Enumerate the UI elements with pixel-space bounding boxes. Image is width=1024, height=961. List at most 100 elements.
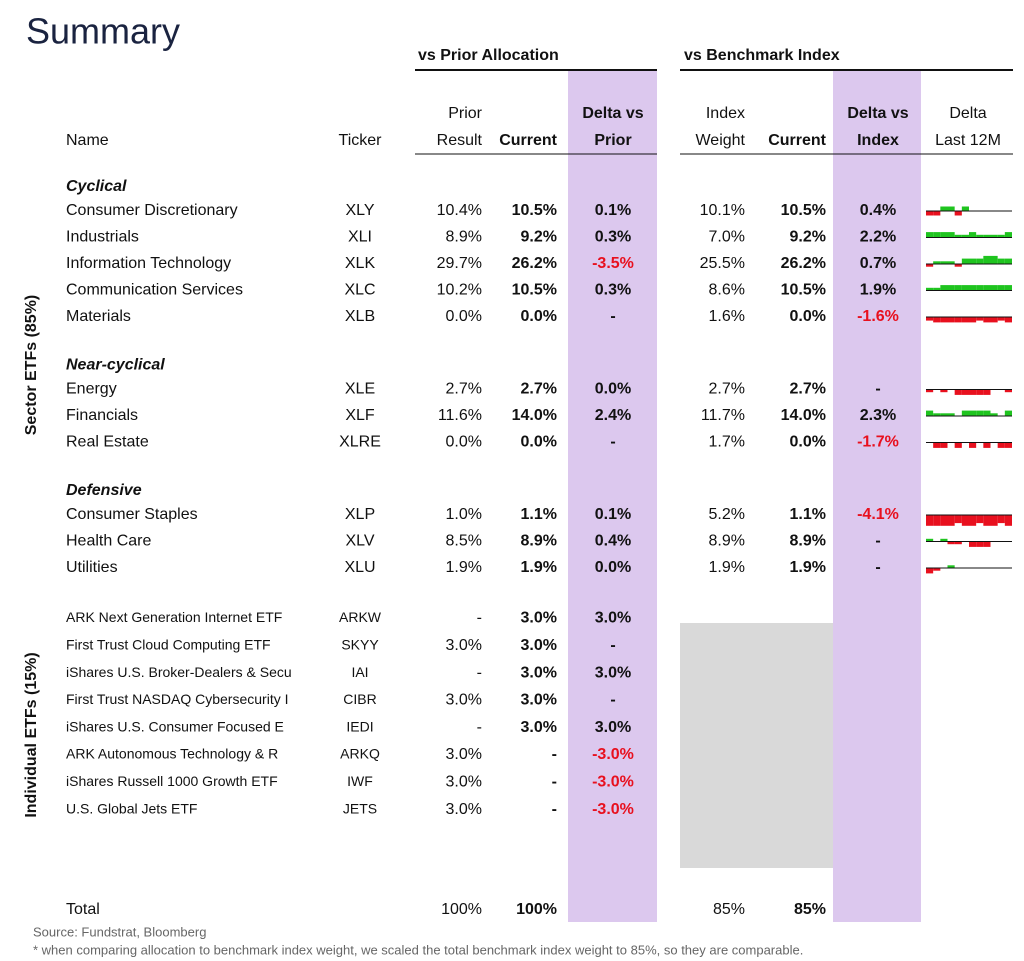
prior: - <box>477 719 482 736</box>
spark-bar <box>933 211 941 216</box>
spark-bar <box>976 389 984 395</box>
spark-bar <box>1004 389 1012 393</box>
spark-bar <box>940 317 948 323</box>
spark-bar <box>940 538 948 542</box>
delta-prior: -3.5% <box>592 255 634 272</box>
spark-bar <box>926 389 934 393</box>
spark-bar <box>1004 285 1012 291</box>
delta-index: 2.3% <box>860 407 896 424</box>
index-current: 1.1% <box>790 506 826 523</box>
spark-bar <box>961 389 969 395</box>
current: 14.0% <box>512 407 557 424</box>
spark-bar <box>940 206 948 211</box>
spark-bar <box>1004 515 1012 526</box>
name: Consumer Staples <box>66 506 198 523</box>
prior: - <box>477 610 482 627</box>
name: iShares U.S. Consumer Focused E <box>66 718 284 734</box>
delta-prior: - <box>610 692 615 709</box>
index-current: 14.0% <box>781 407 826 424</box>
group-header: vs Prior Allocation <box>418 47 559 64</box>
spark-bar <box>983 541 991 547</box>
delta-prior: 0.4% <box>595 533 631 550</box>
prior: 0.0% <box>446 308 482 325</box>
prior: 100% <box>441 901 482 918</box>
prior: 1.9% <box>446 559 482 576</box>
name: Consumer Discretionary <box>66 202 238 219</box>
spark-bar <box>997 258 1005 264</box>
spark-bar <box>976 515 984 524</box>
spark-bar <box>933 232 941 238</box>
delta-prior: -3.0% <box>592 746 634 763</box>
spark-bar <box>926 515 934 526</box>
spark-bar <box>1004 442 1012 448</box>
spark-bar <box>933 568 941 571</box>
prior: 1.0% <box>446 506 482 523</box>
spark-bar <box>983 285 991 291</box>
highlight-band <box>833 70 921 922</box>
ticker: XLE <box>345 381 375 398</box>
delta-prior: 0.3% <box>595 229 631 246</box>
group-label: Cyclical <box>66 178 127 195</box>
spark-bar <box>983 255 991 264</box>
page-title: Summary <box>26 11 180 52</box>
delta-prior: 0.0% <box>595 381 631 398</box>
spark-bar <box>976 234 984 238</box>
ticker: XLF <box>345 407 375 424</box>
name: ARK Autonomous Technology & R <box>66 746 278 762</box>
name: Industrials <box>66 229 139 246</box>
group-label: Defensive <box>66 482 142 499</box>
index-weight: 85% <box>713 901 745 918</box>
column-header: Weight <box>695 132 745 149</box>
prior: 10.2% <box>437 282 482 299</box>
spark-bar <box>969 389 977 395</box>
spark-bar <box>961 317 969 323</box>
section-label: Individual ETFs (15%) <box>23 652 40 817</box>
spark-bar <box>947 317 955 323</box>
delta-prior: 3.0% <box>595 610 631 627</box>
delta-prior: 2.4% <box>595 407 631 424</box>
column-header: Delta vs <box>582 105 643 122</box>
delta-prior: 3.0% <box>595 664 631 681</box>
delta-index: -4.1% <box>857 506 899 523</box>
ticker: XLK <box>345 255 376 272</box>
delta-index: -1.6% <box>857 308 899 325</box>
delta-prior: 0.1% <box>595 202 631 219</box>
spark-bar <box>940 413 948 416</box>
spark-bar <box>954 285 962 291</box>
current: 3.0% <box>521 692 557 709</box>
spark-bar <box>983 410 991 416</box>
ticker: ARKW <box>339 609 382 625</box>
delta-index: 0.4% <box>860 202 896 219</box>
ticker: XLU <box>344 559 375 576</box>
current: 100% <box>516 901 557 918</box>
name: Real Estate <box>66 434 149 451</box>
ticker: CIBR <box>343 691 376 707</box>
prior: 10.4% <box>437 202 482 219</box>
column-header: Index <box>706 105 745 122</box>
spark-bar <box>954 515 962 524</box>
ticker: XLV <box>345 533 374 550</box>
spark-bar <box>933 261 941 264</box>
spark-bar <box>926 232 934 238</box>
prior: 29.7% <box>437 255 482 272</box>
name: iShares U.S. Broker-Dealers & Secu <box>66 664 292 680</box>
highlight-band <box>568 70 657 922</box>
spark-bar <box>940 442 948 448</box>
ticker: ARKQ <box>340 746 380 762</box>
index-current: 9.2% <box>790 229 826 246</box>
spark-bar <box>1004 258 1012 264</box>
name: Utilities <box>66 559 118 576</box>
ticker: XLI <box>348 229 372 246</box>
current: - <box>552 801 557 818</box>
delta-index: 0.7% <box>860 255 896 272</box>
spark-bar <box>961 410 969 416</box>
spark-bar <box>947 515 955 526</box>
delta-index: 2.2% <box>860 229 896 246</box>
spark-bar <box>933 287 941 291</box>
index-weight: 1.6% <box>709 308 745 325</box>
spark-bar <box>969 442 977 448</box>
delta-prior: 0.3% <box>595 282 631 299</box>
group-header: vs Benchmark Index <box>684 47 840 64</box>
name: iShares Russell 1000 Growth ETF <box>66 773 278 789</box>
column-header: Result <box>437 132 483 149</box>
